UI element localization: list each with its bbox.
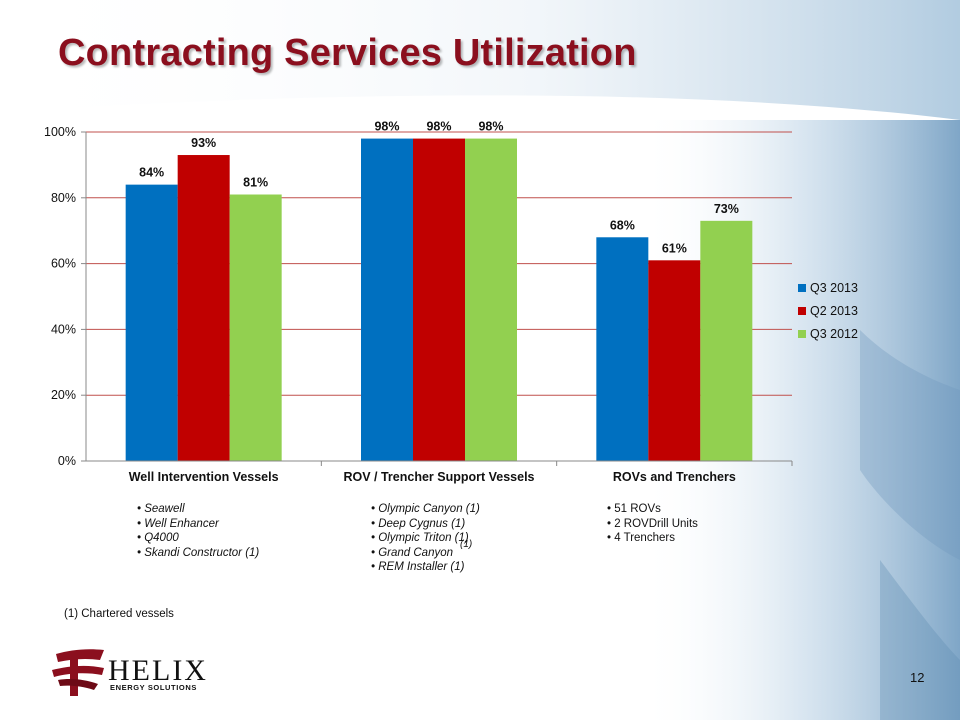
x-tick-label: ROV / Trencher Support Vessels bbox=[343, 470, 534, 484]
list-item: • 4 Trenchers bbox=[607, 532, 675, 545]
bar bbox=[596, 237, 649, 461]
support-vessel-list: • Olympic Canyon (1) • Deep Cygnus (1) •… bbox=[371, 502, 480, 575]
y-tick-label: 40% bbox=[51, 322, 76, 336]
logo-tagline: ENERGY SOLUTIONS bbox=[110, 683, 197, 692]
data-label: 73% bbox=[714, 202, 739, 216]
chartered-superscript: (1) bbox=[460, 539, 473, 550]
y-tick-label: 0% bbox=[58, 454, 76, 468]
helix-emblem-icon bbox=[52, 649, 104, 696]
bar bbox=[361, 138, 413, 461]
list-item: • Grand Canyon bbox=[371, 546, 454, 559]
legend-item: Q3 2012 bbox=[798, 322, 858, 345]
data-label: 84% bbox=[139, 166, 164, 180]
page-number: 12 bbox=[910, 670, 925, 685]
list-item: • Skandi Constructor (1) bbox=[137, 546, 260, 559]
legend-item: Q3 2013 bbox=[798, 276, 858, 299]
legend-label: Q2 2013 bbox=[810, 303, 858, 318]
legend-label: Q3 2013 bbox=[810, 280, 858, 295]
legend-swatch-q3-2012 bbox=[798, 329, 806, 338]
bar bbox=[465, 138, 517, 461]
well-intervention-vessel-list: • Seawell • Well Enhancer • Q4000 • Skan… bbox=[137, 502, 259, 560]
chart-legend: Q3 2013 Q2 2013 Q3 2012 bbox=[798, 276, 858, 345]
data-label: 93% bbox=[191, 136, 216, 150]
data-label: 98% bbox=[478, 120, 503, 134]
data-label: 81% bbox=[243, 176, 268, 190]
list-item: • Q4000 bbox=[137, 532, 179, 545]
list-item: • 2 ROVDrill Units bbox=[607, 517, 698, 530]
data-label: 98% bbox=[374, 120, 399, 134]
bar bbox=[413, 138, 465, 461]
helix-logo: HELIX ENERGY SOLUTIONS bbox=[52, 649, 208, 696]
x-tick-label: Well Intervention Vessels bbox=[129, 470, 279, 484]
list-item: • Seawell bbox=[137, 503, 185, 515]
data-label: 98% bbox=[426, 120, 451, 134]
list-item: • Well Enhancer bbox=[137, 517, 219, 530]
y-tick-label: 60% bbox=[51, 257, 76, 271]
page-title: Contracting Services Utilization bbox=[58, 32, 637, 74]
legend-swatch-q2-2013 bbox=[798, 306, 806, 315]
data-labels: 84% 93% 81% 98% 98% 98% 68% 61% 73% bbox=[139, 120, 739, 256]
data-label: 61% bbox=[662, 241, 687, 255]
legend-label: Q3 2012 bbox=[810, 326, 858, 341]
list-item: • Deep Cygnus (1) bbox=[371, 517, 466, 530]
data-label: 68% bbox=[610, 218, 635, 232]
chart-bars bbox=[125, 138, 753, 461]
legend-swatch-q3-2013 bbox=[798, 283, 806, 292]
logo-wordmark: HELIX bbox=[108, 654, 208, 687]
y-tick-label: 20% bbox=[51, 388, 76, 402]
bar bbox=[125, 184, 178, 461]
x-tick-label: ROVs and Trenchers bbox=[613, 470, 736, 484]
rov-trencher-list: • 51 ROVs • 2 ROVDrill Units • 4 Trenche… bbox=[607, 502, 698, 546]
bar bbox=[229, 194, 282, 461]
y-axis: 0% 20% 40% 60% 80% 100% bbox=[44, 125, 87, 468]
y-tick-label: 100% bbox=[44, 125, 76, 139]
list-item: • Olympic Canyon (1) bbox=[371, 503, 480, 515]
list-item: • 51 ROVs bbox=[607, 503, 661, 515]
bar bbox=[648, 260, 701, 461]
bar bbox=[700, 220, 753, 461]
footnote: (1) Chartered vessels bbox=[64, 608, 174, 620]
list-item: • Olympic Triton (1) bbox=[371, 532, 469, 545]
list-item: • REM Installer (1) bbox=[371, 561, 465, 574]
y-tick-label: 80% bbox=[51, 191, 76, 205]
x-axis: Well Intervention Vessels ROV / Trencher … bbox=[86, 460, 793, 484]
legend-item: Q2 2013 bbox=[798, 299, 858, 322]
bar bbox=[177, 155, 230, 461]
